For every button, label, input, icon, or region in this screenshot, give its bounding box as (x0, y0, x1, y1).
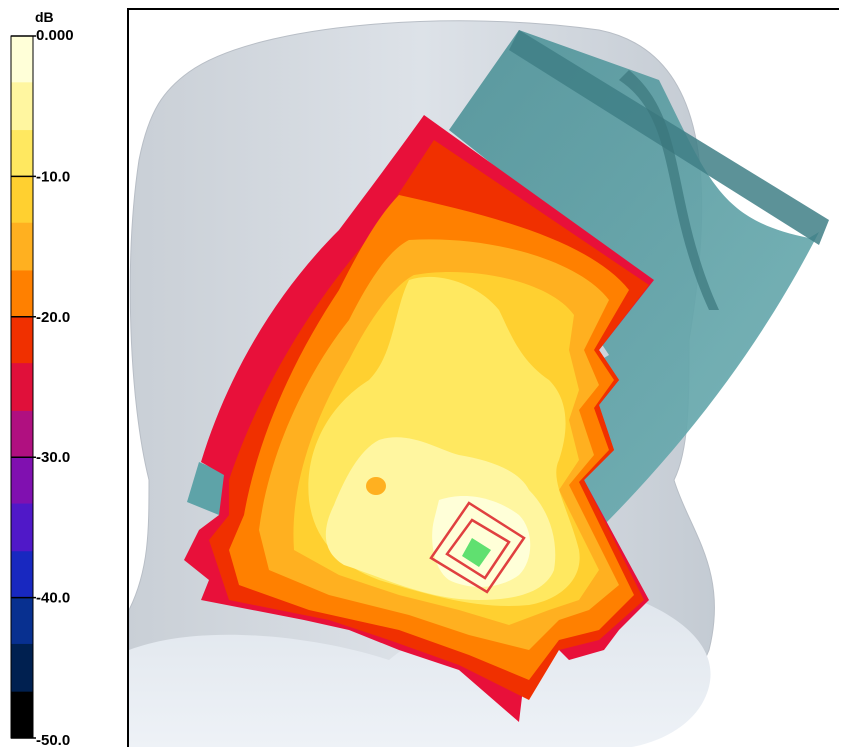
colorbar-band (11, 457, 33, 505)
colorbar-tick-label: 0.000 (36, 27, 74, 44)
colorbar-band (11, 691, 33, 739)
colorbar-band (11, 82, 33, 131)
colorbar-tick-label: -40.0 (36, 590, 70, 607)
colorbar-bands (10, 35, 34, 739)
colorbar-band (11, 363, 33, 412)
colorbar-band (11, 130, 33, 177)
colorbar-tick-label: -10.0 (36, 168, 70, 185)
peak-point (462, 538, 491, 567)
colorbar-ticks: 0.000 -10.0 -20.0 -30.0 -40.0 -50.0 (11, 27, 74, 747)
phone-body (449, 30, 819, 530)
head-phantom-render (129, 20, 829, 747)
colorbar-tick-label: -30.0 (36, 449, 70, 466)
colorbar-unit-label: dB (35, 9, 54, 25)
phone-ridge (619, 70, 719, 310)
colorbar-band (11, 36, 33, 83)
colorbar-band (11, 270, 33, 318)
colorbar-legend: dB 0.000 -10.0 -20.0 -30.0 -40.0 -50.0 (10, 9, 74, 747)
colorbar-band (11, 643, 33, 693)
colorbar-band (11, 410, 33, 458)
colorbar-band (11, 551, 33, 599)
phone-side-tab (187, 462, 229, 515)
sar-field-plot (127, 8, 839, 747)
colorbar-band (11, 316, 33, 364)
colorbar-tick-label: -20.0 (36, 309, 70, 326)
colorbar-band (11, 222, 33, 271)
colorbar-tick-label: -50.0 (36, 732, 70, 747)
colorbar-band (11, 597, 33, 645)
colorbar-band (11, 176, 33, 224)
colorbar-band (11, 503, 33, 552)
peak-marker (429, 501, 526, 594)
sar-contours (184, 115, 654, 722)
